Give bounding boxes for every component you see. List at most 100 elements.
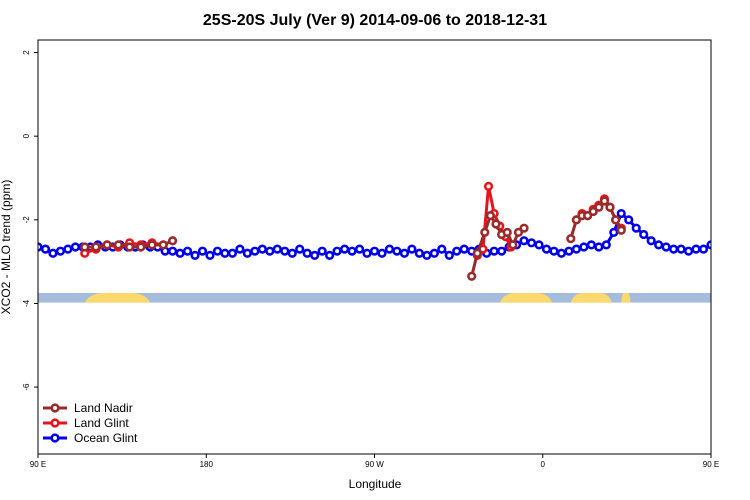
legend-label: Land Glint xyxy=(74,416,129,430)
data-point xyxy=(654,240,664,250)
data-point xyxy=(70,242,80,252)
data-point xyxy=(332,246,342,256)
legend-label: Ocean Glint xyxy=(74,431,138,445)
data-point xyxy=(190,250,200,260)
x-axis: 90 E 180 90 W 0 90 E xyxy=(30,454,719,469)
data-point xyxy=(579,242,589,252)
data-point xyxy=(182,246,193,256)
data-point xyxy=(485,211,496,221)
land-segment xyxy=(570,293,612,303)
x-tick-label: 90 W xyxy=(365,460,384,469)
data-point xyxy=(483,181,494,191)
data-point xyxy=(295,244,305,254)
data-point xyxy=(339,244,350,254)
data-point xyxy=(519,236,529,246)
data-point xyxy=(745,244,750,251)
series-ocean-glint xyxy=(38,208,750,260)
data-point xyxy=(513,227,524,237)
data-point xyxy=(91,242,101,252)
data-point xyxy=(257,244,267,254)
data-point xyxy=(197,246,208,256)
x-tick-label: 90 E xyxy=(30,460,46,469)
data-point xyxy=(168,236,178,246)
data-point xyxy=(175,248,185,258)
y-axis-label: XCO2 - MLO trend (ppm) xyxy=(0,180,13,315)
chart-title: 25S-20S July (Ver 9) 2014-09-06 to 2018-… xyxy=(203,12,547,29)
data-point xyxy=(541,244,552,254)
data-point xyxy=(571,244,582,254)
data-point xyxy=(384,244,395,254)
data-point xyxy=(631,223,641,233)
data-point xyxy=(272,244,282,254)
data-point xyxy=(113,240,123,250)
data-point xyxy=(599,196,610,206)
data-point xyxy=(227,248,238,258)
y-tick-label: -2 xyxy=(22,216,31,224)
land-segment xyxy=(84,293,151,303)
data-point xyxy=(497,246,507,256)
data-point xyxy=(147,240,157,250)
data-point xyxy=(564,246,574,256)
data-point xyxy=(414,248,424,258)
data-point xyxy=(723,242,730,249)
y-tick-label: 2 xyxy=(22,50,31,55)
legend-marker xyxy=(50,433,60,443)
data-point xyxy=(661,242,671,252)
data-point xyxy=(609,227,619,237)
data-point xyxy=(480,227,490,237)
data-point xyxy=(594,242,604,252)
data-point xyxy=(347,246,357,256)
data-point xyxy=(459,244,469,254)
data-point xyxy=(212,246,223,256)
data-point xyxy=(586,240,596,250)
y-axis: 2 0 -2 -4 -6 xyxy=(22,50,38,391)
data-point xyxy=(125,242,135,252)
x-axis-label: Longitude xyxy=(349,477,402,491)
data-point xyxy=(235,244,245,254)
data-point xyxy=(683,246,694,256)
data-point xyxy=(639,229,649,240)
data-point xyxy=(624,215,634,225)
y-tick-label: -4 xyxy=(22,299,31,307)
data-point xyxy=(588,206,598,217)
data-point xyxy=(136,242,146,252)
data-point xyxy=(302,248,312,258)
data-point xyxy=(594,202,604,212)
legend-marker xyxy=(50,418,60,428)
data-point xyxy=(369,246,380,256)
data-point xyxy=(158,240,168,250)
data-point xyxy=(583,211,593,221)
legend-label: Land Nadir xyxy=(74,401,133,415)
data-point xyxy=(392,246,402,256)
data-point xyxy=(715,244,722,251)
ocean-strip xyxy=(38,293,711,303)
data-point xyxy=(444,250,454,260)
data-point xyxy=(102,240,112,250)
data-point xyxy=(605,202,615,212)
y-tick-label: 0 xyxy=(22,133,31,138)
data-point xyxy=(220,248,230,258)
data-point xyxy=(310,250,320,260)
data-point xyxy=(549,246,559,256)
data-point xyxy=(698,244,709,254)
data-point xyxy=(242,248,252,258)
data-point xyxy=(452,246,462,256)
data-point xyxy=(706,240,711,250)
data-point xyxy=(429,248,439,258)
data-point xyxy=(738,242,745,249)
data-point xyxy=(467,271,477,281)
data-point xyxy=(265,246,275,256)
x-tick-label: 180 xyxy=(200,460,214,469)
land-ocean-strip xyxy=(38,293,711,303)
data-point xyxy=(489,246,499,256)
data-point xyxy=(611,215,621,225)
data-point xyxy=(566,234,576,244)
data-point xyxy=(354,244,365,254)
series-line xyxy=(470,214,525,277)
data-point xyxy=(168,246,178,256)
x-tick-label: 90 E xyxy=(703,460,719,469)
legend-marker xyxy=(50,403,60,413)
data-point xyxy=(616,225,626,235)
data-point xyxy=(616,208,626,219)
